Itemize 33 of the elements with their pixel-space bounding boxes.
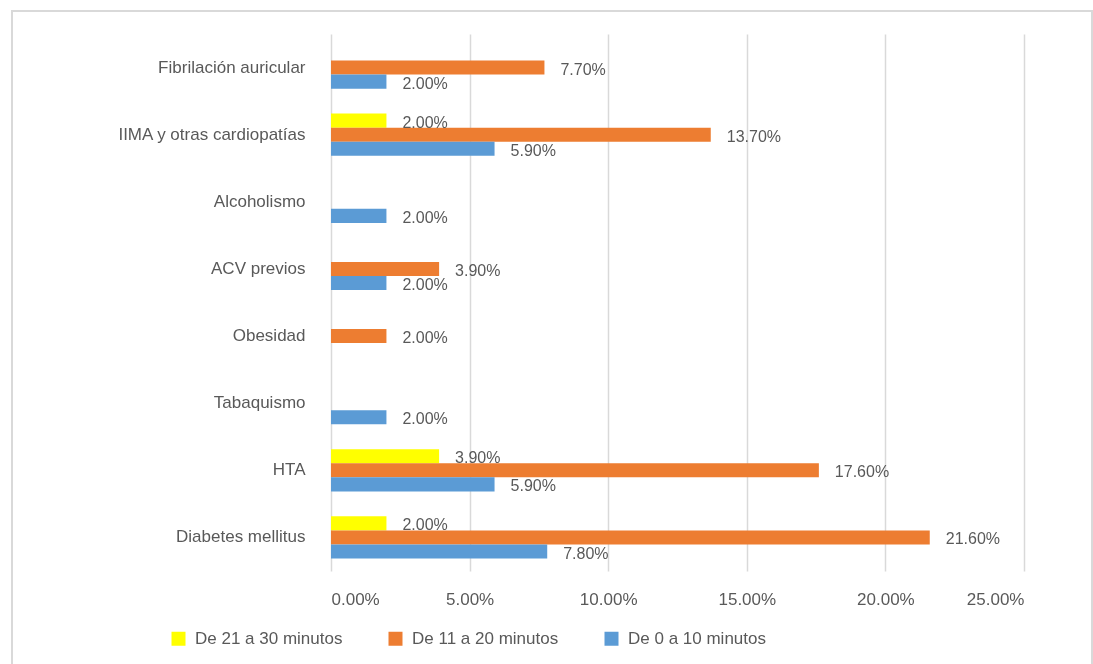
data-label: 7.80% [563, 544, 609, 562]
data-label: 13.70% [726, 127, 782, 145]
data-label: 2.00% [402, 208, 448, 226]
data-label: 7.70% [560, 60, 606, 78]
data-label: 3.90% [455, 261, 501, 279]
data-label: 5.90% [510, 477, 556, 495]
data-label: 5.90% [510, 141, 556, 159]
legend-label: De 21 a 30 minutos [195, 628, 343, 648]
data-label: 17.60% [834, 463, 890, 481]
data-label: 21.60% [945, 530, 1001, 548]
y-tick-label: IIMA y otras cardiopatías [118, 124, 306, 144]
x-tick-label: 25.00% [966, 589, 1025, 609]
x-tick-label: 15.00% [718, 589, 777, 609]
data-label: 2.00% [402, 113, 448, 131]
data-label: 2.00% [402, 410, 448, 428]
y-tick-label: Fibrilación auricular [158, 57, 306, 77]
y-tick-label: ACV previos [211, 258, 306, 278]
data-label: 2.00% [402, 516, 448, 534]
y-tick-label: Obesidad [232, 326, 306, 346]
data-label: 2.00% [402, 74, 448, 92]
legend-label: De 0 a 10 minutos [628, 628, 766, 648]
y-tick-label: Alcoholismo [213, 191, 306, 211]
x-tick-label: 0.00% [331, 589, 380, 609]
y-tick-label: HTA [272, 460, 307, 480]
data-label: 3.90% [455, 449, 501, 467]
x-tick-label: 10.00% [579, 589, 638, 609]
x-tick-label: 5.00% [446, 589, 495, 609]
data-label: 2.00% [402, 329, 448, 347]
x-tick-label: 20.00% [857, 589, 915, 609]
data-label: 2.00% [402, 276, 448, 294]
y-tick-label: Diabetes mellitus [176, 527, 306, 547]
y-tick-label: Tabaquismo [213, 393, 306, 413]
legend-label: De 11 a 20 minutos [412, 628, 559, 648]
